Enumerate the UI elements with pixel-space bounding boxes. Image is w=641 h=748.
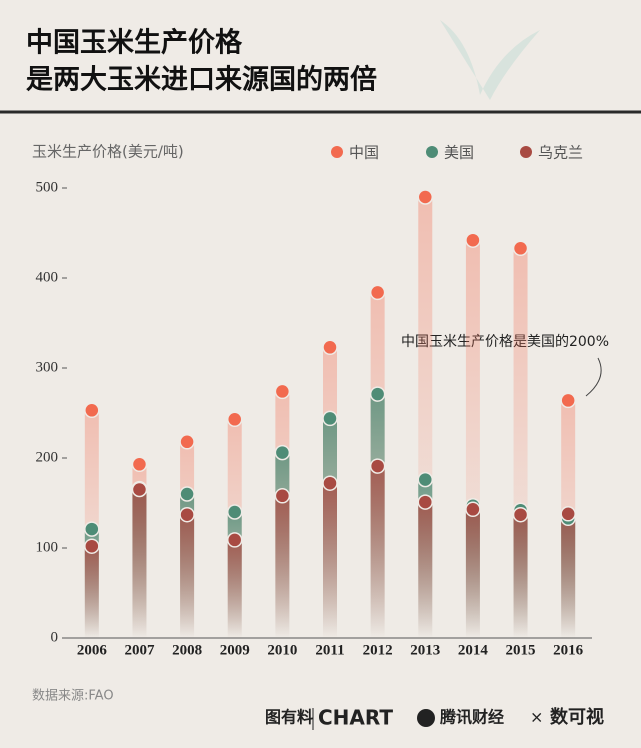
- bar: [132, 489, 147, 638]
- x-tick-label: 2008: [172, 642, 202, 658]
- dot: [322, 475, 338, 491]
- dot: [560, 506, 576, 522]
- dot: [274, 383, 291, 400]
- dot: [179, 486, 195, 502]
- y-tick-label: 400: [36, 269, 59, 285]
- y-tick-label: 100: [36, 539, 59, 555]
- legend-label: 乌克兰: [538, 144, 583, 162]
- bar: [84, 546, 99, 638]
- chart-title: 中国玉米生产价格: [26, 28, 243, 59]
- dot: [369, 284, 386, 301]
- bar: [227, 539, 242, 638]
- dot: [226, 411, 243, 428]
- x-tick-label: 2013: [410, 642, 440, 658]
- dot: [322, 339, 338, 356]
- y-axis-label: 玉米生产价格(美元/吨): [32, 143, 184, 161]
- source: 数据来源:FAO: [32, 689, 114, 704]
- x-tick-label: 2015: [506, 642, 536, 658]
- dot: [179, 434, 195, 450]
- bar: [561, 513, 576, 638]
- dot: [131, 481, 148, 498]
- bar: [323, 483, 337, 638]
- dot: [465, 501, 481, 518]
- dot: [274, 444, 291, 461]
- bar: [418, 502, 433, 638]
- x-tick-label: 2009: [220, 642, 250, 658]
- dot: [226, 504, 243, 520]
- dot: [369, 386, 386, 402]
- corn-leaf: [440, 20, 540, 100]
- legend-marker: [426, 146, 438, 158]
- x-tick-label: 2007: [124, 642, 155, 658]
- bar: [513, 514, 528, 638]
- legend-marker: [331, 146, 343, 158]
- logo: 图有料: [265, 708, 313, 727]
- dot: [322, 410, 338, 427]
- y-tick-label: 200: [36, 449, 59, 465]
- dot: [417, 494, 434, 510]
- y-tick-label: 500: [36, 179, 59, 195]
- y-tick-label: 300: [36, 359, 59, 375]
- x-tick-label: 2016: [553, 642, 584, 658]
- logo-icon: [417, 709, 435, 727]
- dot: [84, 538, 100, 554]
- dot: [131, 456, 148, 473]
- legend-label: 美国: [444, 144, 474, 162]
- logo: 数可视: [550, 706, 604, 728]
- dot: [274, 488, 291, 504]
- dot: [417, 189, 434, 205]
- logo: ×: [530, 708, 543, 727]
- bar: [180, 514, 195, 638]
- dot: [560, 392, 576, 409]
- annotation-line: [585, 357, 602, 397]
- x-tick-label: 2012: [363, 642, 393, 658]
- bar: [465, 509, 480, 638]
- legend-marker: [520, 146, 532, 158]
- dot: [417, 471, 434, 488]
- dot: [369, 458, 386, 474]
- logo: 腾讯财经: [440, 708, 504, 727]
- dot: [226, 532, 243, 548]
- x-tick-label: 2006: [77, 642, 108, 658]
- chart-title: 是两大玉米进口来源国的两倍: [26, 64, 377, 96]
- x-tick-label: 2014: [458, 642, 489, 658]
- legend-label: 中国: [349, 144, 379, 162]
- annotation: 中国玉米生产价格是美国的200%: [401, 334, 609, 350]
- logo: CHART: [318, 706, 393, 730]
- dot: [512, 240, 529, 257]
- y-tick-label: 0: [51, 629, 59, 645]
- dot: [84, 402, 100, 419]
- bar: [275, 495, 290, 638]
- dot: [512, 506, 529, 523]
- dot: [465, 232, 481, 248]
- dot: [84, 521, 100, 537]
- x-tick-label: 2011: [315, 642, 344, 658]
- bar: [370, 466, 385, 638]
- dot: [179, 506, 195, 523]
- x-tick-label: 2010: [267, 642, 297, 658]
